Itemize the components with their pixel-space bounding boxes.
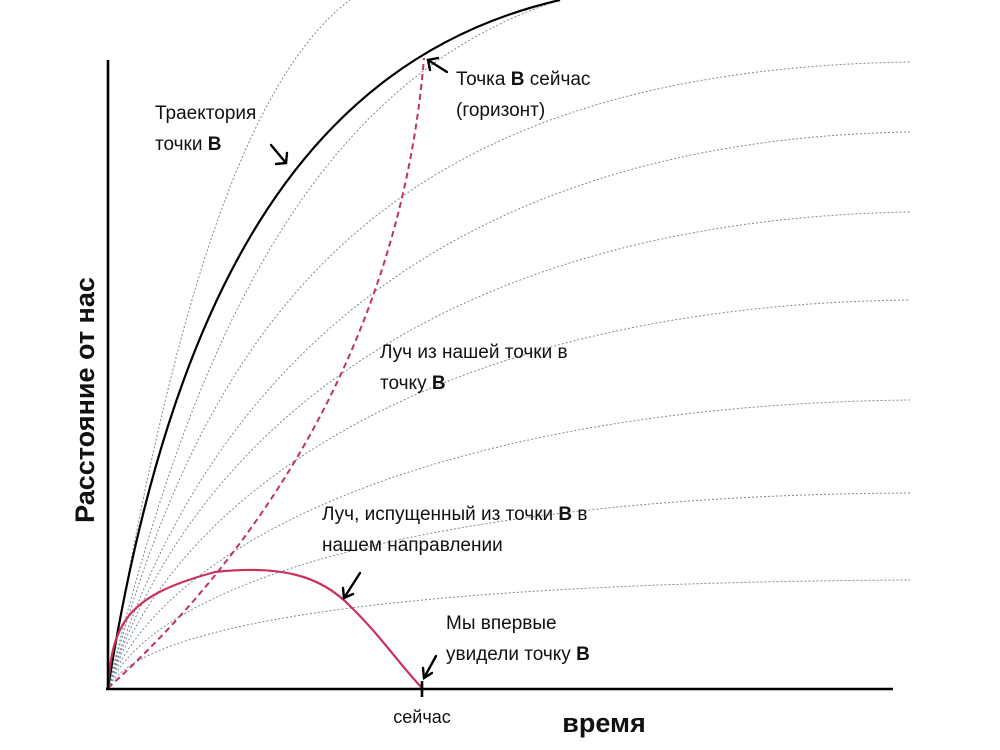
guide-line bbox=[107, 0, 561, 689]
annotation-arrows bbox=[269, 56, 449, 681]
arrow-first-seen bbox=[421, 654, 438, 681]
label-first-seen-line1: Мы впервые bbox=[446, 613, 557, 634]
ray-to-point-b bbox=[107, 57, 425, 689]
guide-line bbox=[107, 61, 911, 689]
axes bbox=[106, 60, 893, 697]
label-ray-from-b-line2: нашем направлении bbox=[322, 535, 503, 556]
x-tick-label-now: сейчас bbox=[393, 707, 450, 727]
guide-line bbox=[107, 579, 911, 689]
labels: Траектория точки B Точка B сейчас (гориз… bbox=[70, 69, 646, 738]
arrow-point-now bbox=[426, 56, 449, 74]
label-first-seen-line2: увидели точку B bbox=[446, 644, 590, 665]
trajectory-of-point-b bbox=[106, 0, 561, 689]
arrow-ray-from-b bbox=[341, 571, 362, 600]
label-ray-to-b-line2: точку B bbox=[380, 373, 446, 394]
guide-line bbox=[107, 131, 911, 689]
label-trajectory-line2: точки B bbox=[155, 134, 221, 155]
label-ray-to-b-line1: Луч из нашей точки в bbox=[380, 342, 568, 363]
guide-line bbox=[107, 211, 911, 689]
label-point-now-line2: (горизонт) bbox=[456, 100, 545, 121]
label-point-now-line1: Точка B сейчас bbox=[456, 69, 590, 90]
comoving-guide-lines bbox=[107, 0, 911, 689]
label-trajectory-line1: Траектория bbox=[155, 103, 256, 124]
label-ray-from-b-line1: Луч, испущенный из точки B в bbox=[322, 504, 588, 525]
y-axis-title: Расстояние от нас bbox=[70, 277, 100, 523]
ray-from-point-b bbox=[106, 568, 423, 689]
x-axis-title: время bbox=[562, 708, 645, 738]
guide-line bbox=[107, 399, 911, 689]
arrow-trajectory bbox=[269, 143, 289, 166]
guide-line bbox=[107, 0, 351, 689]
guide-line bbox=[107, 299, 911, 689]
